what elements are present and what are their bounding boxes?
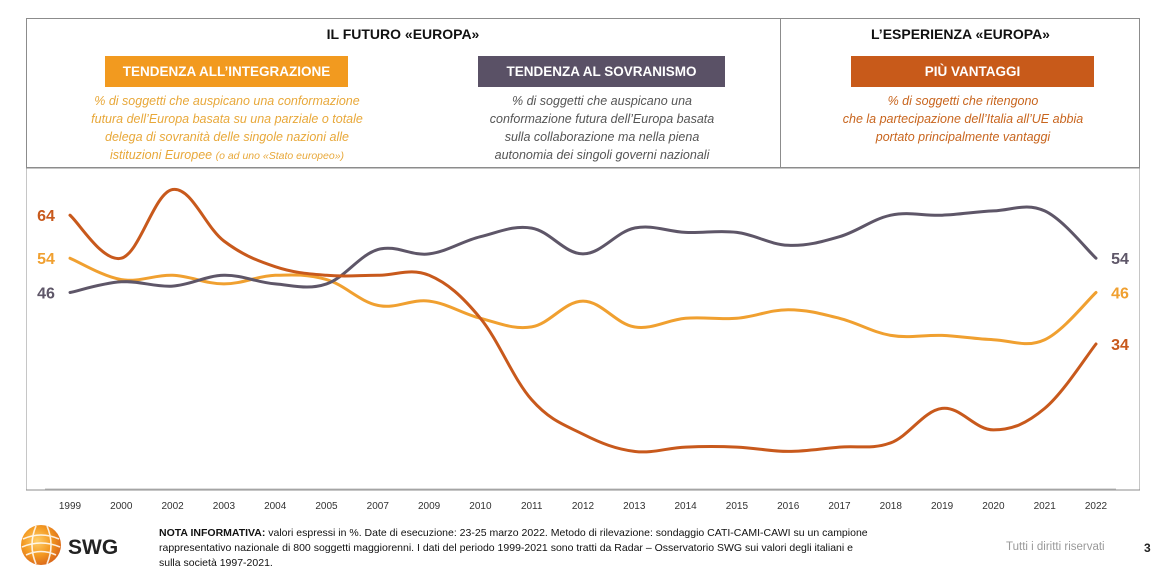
x-tick-label: 2014 <box>674 501 697 512</box>
x-tick-label: 2005 <box>315 501 338 512</box>
experience-title: L’ESPERIENZA «EUROPA» <box>871 26 1050 42</box>
x-tick-label: 2018 <box>880 501 903 512</box>
x-tick-label: 2000 <box>110 501 133 512</box>
x-tick-label: 2017 <box>828 501 851 512</box>
page-number: 3 <box>1144 541 1151 555</box>
desc-sovereignty: % di soggetti che auspicano una conforma… <box>447 92 757 164</box>
series-line-2 <box>68 187 1098 454</box>
footnote-label: NOTA INFORMATIVA: <box>159 527 266 539</box>
x-tick-label: 2020 <box>982 501 1005 512</box>
footnote: NOTA INFORMATIVA: valori espressi in %. … <box>159 526 989 571</box>
desc-line: conformazione futura dell’Europa basata <box>489 112 715 126</box>
desc-line: autonomia dei singoli governi nazionali <box>494 148 710 162</box>
start-value-label: 46 <box>37 286 55 303</box>
footnote-line-2: rappresentativo nazionale di 800 soggett… <box>159 542 853 554</box>
desc-advantages: % di soggetti che ritengono che la parte… <box>800 92 1126 146</box>
x-tick-label: 2002 <box>161 501 184 512</box>
logo-text: SWG <box>68 536 118 559</box>
x-tick-layer: 1999 2000 2002 2003 2004 2005 2007 2009 2010 2011… <box>59 501 1108 512</box>
footnote-line-3: sulla società 1997-2021. <box>159 557 273 569</box>
series-layer <box>68 187 1098 454</box>
desc-line: futura dell’Europa basata su una parzial… <box>91 112 363 126</box>
header-divider <box>780 18 781 168</box>
end-value-label: 54 <box>1111 251 1129 268</box>
desc-line: sulla collaborazione ma nella piena <box>504 130 700 144</box>
series-line-1 <box>68 205 1098 294</box>
end-value-label: 46 <box>1111 286 1129 303</box>
desc-line: istituzioni Europee (o ad uno «Stato eur… <box>60 146 394 165</box>
x-tick-label: 2021 <box>1034 501 1057 512</box>
series-line-0 <box>68 256 1098 346</box>
chart-frame <box>26 168 1140 491</box>
badge-advantages: PIÙ VANTAGGI <box>851 56 1094 87</box>
start-value-label: 54 <box>37 251 55 268</box>
footnote-line-1: valori espressi in %. Date di esecuzione… <box>265 527 868 539</box>
desc-line: portato principalmente vantaggi <box>875 130 1051 144</box>
x-tick-label: 2007 <box>367 501 390 512</box>
x-tick-label: 2010 <box>469 501 492 512</box>
x-tick-label: 2012 <box>572 501 595 512</box>
badge-sovereignty: TENDENZA AL SOVRANISMO <box>478 56 725 87</box>
badge-integration: TENDENZA ALL’INTEGRAZIONE <box>105 56 348 87</box>
start-value-label: 64 <box>37 208 55 225</box>
swg-logo: SWG <box>21 525 118 565</box>
desc-line: delega di sovranità delle singole nazion… <box>105 130 349 144</box>
x-tick-label: 2004 <box>264 501 287 512</box>
desc-line: % di soggetti che auspicano una conforma… <box>94 94 360 108</box>
future-title: IL FUTURO «EUROPA» <box>326 26 480 42</box>
desc-line: che la partecipazione dell’Italia all’UE… <box>842 112 1084 126</box>
x-tick-label: 2016 <box>777 501 800 512</box>
line-chart: 1999 2000 2002 2003 2004 2005 2007 2009 2010 2011… <box>26 168 1140 512</box>
x-tick-label: 2003 <box>213 501 236 512</box>
desc-line: % di soggetti che ritengono <box>887 94 1039 108</box>
end-value-label: 34 <box>1111 337 1129 354</box>
x-tick-label: 2009 <box>418 501 441 512</box>
globe-icon <box>21 525 61 565</box>
desc-integration: % di soggetti che auspicano una conforma… <box>60 92 394 165</box>
x-tick-label: 2011 <box>521 501 543 512</box>
rights-text: Tutti i diritti riservati <box>1006 541 1105 553</box>
x-tick-label: 2013 <box>623 501 646 512</box>
x-tick-label: 2022 <box>1085 501 1108 512</box>
value-label-layer: 54 46 46 54 64 34 <box>37 208 1129 354</box>
desc-note: (o ad uno «Stato europeo») <box>215 150 345 162</box>
desc-line: % di soggetti che auspicano una <box>512 94 692 108</box>
x-tick-label: 1999 <box>59 501 82 512</box>
x-tick-label: 2015 <box>726 501 749 512</box>
x-tick-label: 2019 <box>931 501 954 512</box>
desc-last: istituzioni Europee <box>109 148 213 162</box>
